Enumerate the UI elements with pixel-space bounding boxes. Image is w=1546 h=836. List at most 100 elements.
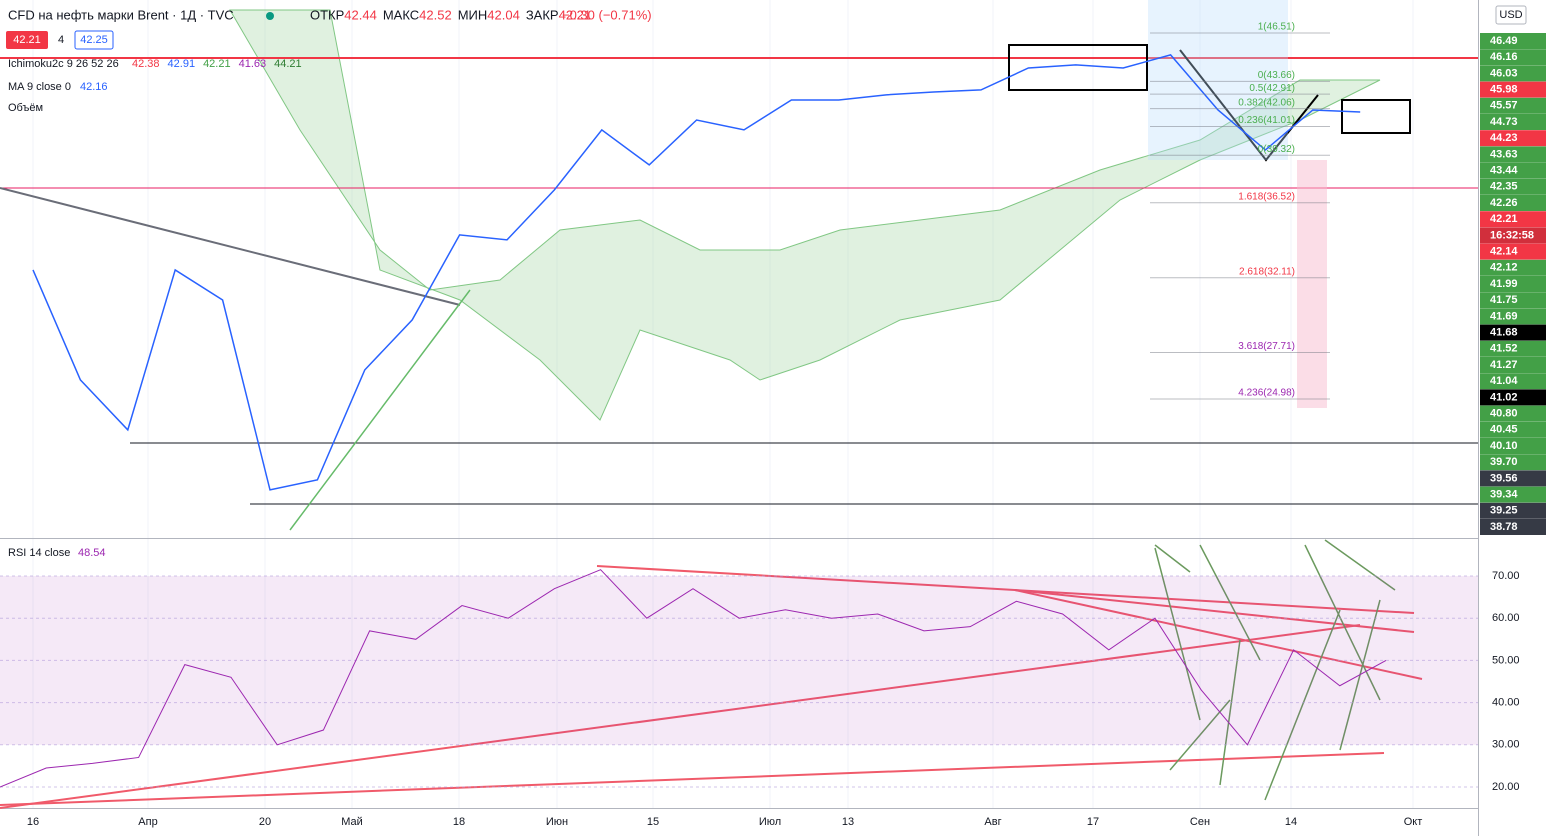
- fib-label: 0.382(42.06): [1238, 97, 1295, 108]
- x-tick-label: 18: [453, 816, 465, 828]
- ask: 42.25: [80, 34, 108, 46]
- price-label-box: [1480, 276, 1546, 292]
- ma-value: 42.16: [80, 81, 108, 93]
- price-label-box: [1480, 162, 1546, 179]
- price-label-box: [1480, 114, 1546, 130]
- x-tick-label: Июн: [546, 816, 568, 828]
- price-label: 41.68: [1490, 327, 1518, 339]
- ohlc-value: 42.52: [419, 7, 452, 22]
- fib-label: 4.236(24.98): [1238, 388, 1295, 399]
- price-label-box: [1480, 357, 1546, 373]
- rsi-line: [0, 569, 1387, 788]
- price-label: 40.10: [1490, 440, 1518, 452]
- price-label: 46.49: [1490, 35, 1518, 47]
- price-label: 44.23: [1490, 132, 1518, 144]
- x-tick-label: 17: [1087, 816, 1099, 828]
- rsi-trend-line: [596, 565, 1415, 614]
- price-label: 41.75: [1490, 294, 1518, 306]
- ichimoku-value: 42.91: [168, 58, 196, 70]
- fib-label: 0.236(41.01): [1238, 115, 1295, 126]
- price-label: 41.04: [1490, 375, 1518, 387]
- fib-label: 1(46.51): [1258, 22, 1295, 33]
- y-tick-label: 70.00: [1492, 570, 1520, 582]
- price-label-box: [1480, 65, 1546, 82]
- x-tick-label: Сен: [1190, 816, 1210, 828]
- price-label: 42.35: [1490, 181, 1518, 193]
- x-tick-label: Авг: [984, 816, 1001, 828]
- rsi-value: 48.54: [78, 547, 106, 559]
- currency-box[interactable]: [1495, 5, 1527, 25]
- y-tick-label: 60.00: [1492, 612, 1520, 624]
- rsi-trend-line: [0, 624, 1361, 809]
- ohlc-label: МАКС: [383, 7, 419, 22]
- price-label-box: [1480, 373, 1546, 390]
- spread: 4: [58, 34, 64, 46]
- bid: 42.21: [13, 34, 41, 46]
- status-dot: [266, 12, 274, 20]
- price-label-box: [1480, 502, 1546, 519]
- box: [1341, 99, 1411, 134]
- price-label-box: [1480, 421, 1546, 438]
- price-label: 41.69: [1490, 310, 1518, 322]
- price-label-box: [1480, 146, 1546, 163]
- x-tick-label: 20: [259, 816, 271, 828]
- price-label: 43.63: [1490, 148, 1518, 160]
- ohlc-label: ЗАКР: [526, 7, 559, 22]
- price-label-box: [1480, 454, 1546, 471]
- price-label: 39.25: [1490, 505, 1518, 517]
- ichimoku-value: 42.38: [132, 58, 160, 70]
- volume-legend: Объём: [8, 102, 43, 114]
- x-tick-label: Окт: [1404, 816, 1423, 828]
- price-label: 42.14: [1490, 246, 1518, 258]
- fib-label: 0(39.32): [1258, 144, 1295, 155]
- price-label: 42.12: [1490, 262, 1518, 274]
- fib-label: 3.618(27.71): [1238, 341, 1295, 352]
- price-label-box: [1480, 519, 1546, 535]
- change: −0.30 (−0.71%): [562, 7, 652, 22]
- fib-label: 2.618(32.11): [1239, 266, 1295, 277]
- price-label-box: [1480, 211, 1546, 228]
- price-label: 43.44: [1490, 165, 1518, 177]
- x-tick-label: Апр: [138, 816, 157, 828]
- price-label: 42.21: [1490, 213, 1518, 225]
- fib-zone: [1148, 0, 1288, 160]
- rsi-trend-line: [0, 752, 1385, 806]
- fib-label: 0(43.66): [1258, 70, 1295, 81]
- price-label-box: [1480, 308, 1546, 325]
- currency: USD: [1499, 9, 1522, 21]
- ichimoku-value: 42.21: [203, 58, 231, 70]
- x-tick-label: Июл: [759, 816, 781, 828]
- y-tick-label: 50.00: [1492, 654, 1520, 666]
- price-label-box: [1480, 486, 1546, 503]
- symbol: CFD на нефть марки Brent · 1Д · TVC: [8, 7, 234, 22]
- x-tick-label: 15: [647, 816, 659, 828]
- channel-line: [289, 289, 471, 531]
- ohlc-value: 42.44: [344, 7, 377, 22]
- price-label: 42.26: [1490, 197, 1518, 209]
- price-label-box: [1480, 81, 1546, 98]
- grid: [32, 0, 1414, 808]
- rsi-legend: RSI 14 close: [8, 547, 70, 559]
- x-tick-label: 14: [1285, 816, 1297, 828]
- ohlc-label: ОТКР: [310, 7, 344, 22]
- price-label: 41.27: [1490, 359, 1518, 371]
- ohlc-value: 42.21: [559, 7, 592, 22]
- price-label-box: [1480, 33, 1546, 49]
- price-line: [32, 54, 1361, 491]
- price-label: 45.98: [1490, 84, 1518, 96]
- price-label-box: [1480, 438, 1546, 454]
- ma-legend: MA 9 close 0: [8, 81, 71, 93]
- price-label: 40.80: [1490, 408, 1518, 420]
- ohlc-label: МИН: [458, 7, 488, 22]
- trend-line: [0, 187, 461, 306]
- price-label-box: [1480, 405, 1546, 422]
- ichimoku-value: 41.63: [239, 58, 267, 70]
- price-label-box: [1480, 227, 1546, 244]
- price-label: 39.56: [1490, 472, 1518, 484]
- price-label-box: [1480, 389, 1546, 406]
- price-label: 46.03: [1490, 67, 1518, 79]
- rsi-sketch-lines: [1154, 539, 1396, 801]
- fib-label: 1.618(36.52): [1238, 191, 1295, 202]
- price-label: 40.45: [1490, 424, 1518, 436]
